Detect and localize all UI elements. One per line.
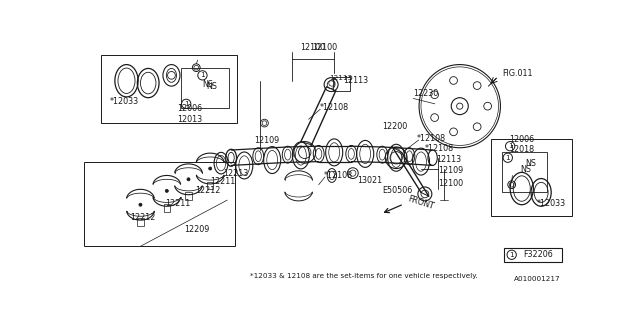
Text: 1: 1: [509, 252, 514, 258]
Text: A010001217: A010001217: [514, 276, 561, 282]
Bar: [491, 139, 572, 215]
Bar: [101, 55, 237, 123]
Text: F32206: F32206: [524, 250, 553, 259]
Bar: [502, 152, 547, 192]
Text: 12209: 12209: [184, 225, 210, 234]
Text: 12200: 12200: [382, 123, 408, 132]
Bar: [84, 162, 235, 246]
Text: *12108: *12108: [425, 144, 454, 153]
Circle shape: [209, 167, 212, 170]
Text: NS: NS: [206, 82, 218, 91]
Text: 12211: 12211: [210, 177, 236, 186]
Bar: [207, 182, 213, 189]
Text: NS: NS: [520, 165, 531, 174]
Text: 12211: 12211: [165, 199, 191, 208]
Text: *12108: *12108: [417, 134, 446, 143]
Text: 12100: 12100: [438, 179, 463, 188]
Text: E50506: E50506: [382, 186, 413, 195]
Text: *12033: *12033: [537, 199, 566, 208]
Text: 13021: 13021: [358, 176, 383, 185]
Bar: [504, 248, 562, 262]
Text: 12113: 12113: [330, 76, 353, 81]
Bar: [180, 68, 229, 108]
Text: 12109: 12109: [438, 166, 463, 175]
Text: 12113: 12113: [344, 76, 369, 85]
Bar: [164, 204, 170, 212]
Text: 1: 1: [506, 155, 510, 161]
Text: 12212: 12212: [131, 213, 156, 222]
Text: 12109: 12109: [254, 136, 280, 145]
Text: 12006
12013: 12006 12013: [177, 104, 203, 124]
Text: *12108: *12108: [324, 171, 353, 180]
Bar: [333, 77, 349, 91]
Bar: [138, 218, 143, 226]
Text: 1: 1: [508, 143, 513, 149]
Text: 12230: 12230: [413, 89, 438, 98]
Circle shape: [139, 203, 142, 206]
Text: 12213: 12213: [223, 169, 248, 178]
Text: NS: NS: [525, 159, 536, 168]
Text: *12108: *12108: [320, 103, 349, 112]
Text: 1: 1: [200, 72, 205, 78]
Text: NS: NS: [202, 80, 213, 89]
Circle shape: [187, 178, 190, 181]
Circle shape: [165, 189, 168, 192]
Text: 1: 1: [184, 101, 189, 107]
Bar: [186, 192, 191, 200]
Text: 12006
12018: 12006 12018: [509, 135, 534, 154]
Text: 12113: 12113: [436, 155, 461, 164]
Text: *12033: *12033: [109, 97, 139, 106]
Text: 12100: 12100: [312, 43, 338, 52]
Text: *12033 & 12108 are the set-items for one vehicle respectively.: *12033 & 12108 are the set-items for one…: [250, 273, 478, 278]
Text: FRONT: FRONT: [407, 194, 435, 211]
Text: FIG.011: FIG.011: [502, 68, 533, 77]
Text: 12212: 12212: [195, 186, 220, 195]
Text: 12100: 12100: [300, 43, 325, 52]
